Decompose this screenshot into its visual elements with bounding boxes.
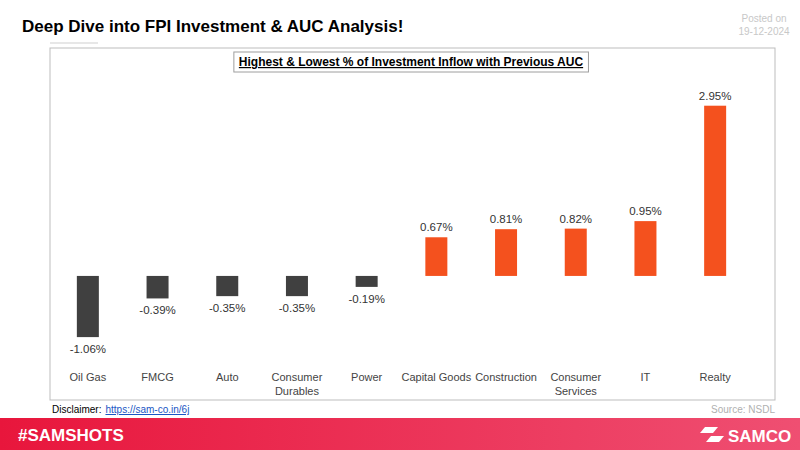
data-label: -1.06% [70,343,106,355]
category-label: Oil Gas [70,371,107,383]
data-label: -0.35% [209,302,245,314]
data-label: -0.39% [139,304,175,316]
title-rule [50,43,98,44]
bar [495,229,517,276]
category-label: ConsumerServices [550,371,601,397]
bar [286,276,308,296]
chart-svg: Deep Dive into FPI Investment & AUC Anal… [0,0,800,450]
disclaimer-link[interactable]: https://sam-co.in/6j [105,404,189,415]
data-label: 2.95% [699,90,732,102]
category-labels: Oil Gas FMCG Auto ConsumerDurables Power Capi… [70,371,732,397]
category-label: Capital Goods [401,371,471,383]
data-labels: -1.06% -0.39% -0.35% -0.35% -0.19% 0.67% 0.81%… [70,90,732,355]
bars [77,106,726,337]
page-title: Deep Dive into FPI Investment & AUC Anal… [22,17,403,36]
category-label: Realty [700,371,732,383]
data-label: 0.67% [420,221,453,233]
chart-title: Highest & Lowest % of Investment Inflow … [239,55,584,69]
plot-frame [50,48,775,400]
bar [216,276,238,296]
brand: SAMCO [728,427,791,446]
bar [634,221,656,276]
bar [565,229,587,276]
hashtag: #SAMSHOTS [18,426,124,445]
data-label: -0.19% [348,293,384,305]
data-label: 0.95% [629,205,662,217]
data-label: 0.82% [559,213,592,225]
category-label: IT [641,371,651,383]
logo-icon [706,436,724,442]
bar [425,237,447,276]
brand-logo: SAMCO [700,427,791,446]
category-label: Construction [475,371,537,383]
page: Deep Dive into FPI Investment & AUC Anal… [0,0,800,450]
bar [356,276,378,287]
bar [77,276,99,337]
disclaimer-label: Disclaimer: [52,404,101,415]
category-label: Power [351,371,383,383]
bar [147,276,169,299]
data-label: 0.81% [490,213,523,225]
background [0,0,800,450]
posted-label: Posted on [741,13,786,24]
source: Source: NSDL [711,404,775,415]
footer-band [0,418,800,450]
category-label: ConsumerDurables [272,371,323,397]
data-label: -0.35% [279,302,315,314]
chart-title-box [234,52,589,72]
category-label: Auto [216,371,239,383]
category-label: FMCG [141,371,173,383]
posted-date: 19-12-2024 [738,26,790,37]
bar [704,106,726,276]
logo-icon [700,427,718,433]
